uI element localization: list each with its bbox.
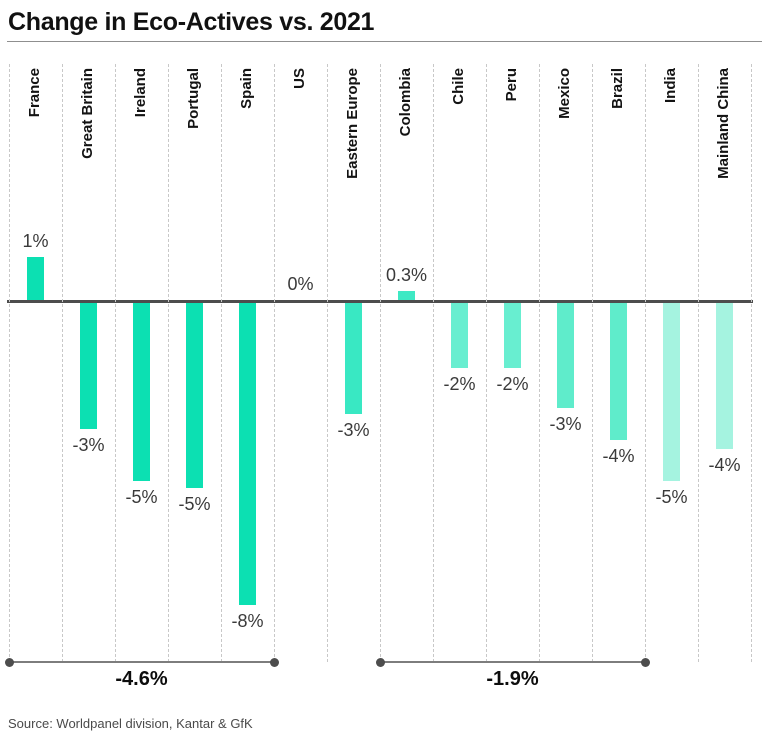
- group-average-label: -4.6%: [115, 668, 168, 690]
- bar: [716, 303, 733, 449]
- category-label: Eastern Europe: [343, 68, 361, 179]
- bar-value-label: -3%: [337, 420, 370, 440]
- bar-value-label: -2%: [443, 374, 476, 394]
- bar-value-label: -4%: [602, 446, 635, 466]
- bar: [239, 303, 256, 605]
- bar: [504, 303, 521, 368]
- gridline: [645, 64, 646, 662]
- group-bracket-dot: [4, 657, 14, 667]
- gridline: [274, 64, 275, 662]
- group-bracket-dot: [640, 657, 650, 667]
- category-label: Brazil: [608, 68, 626, 109]
- title-divider: [7, 41, 762, 42]
- bar-value-label: -8%: [231, 611, 264, 631]
- bar-value-label: -4%: [708, 455, 741, 475]
- gridline: [486, 64, 487, 662]
- bar-value-label: -5%: [655, 487, 688, 507]
- category-label: India: [661, 68, 679, 104]
- category-label: Colombia: [396, 68, 414, 137]
- gridline: [751, 64, 752, 662]
- group-average-label: -1.9%: [486, 668, 539, 690]
- group-bracket-dot: [269, 657, 279, 667]
- category-label: Peru: [502, 68, 520, 102]
- bar: [398, 291, 415, 300]
- bar: [663, 303, 680, 481]
- bar-value-label: -5%: [125, 487, 158, 507]
- category-label: US: [290, 68, 308, 89]
- gridline: [221, 64, 222, 662]
- bar-value-label: 0.3%: [385, 265, 428, 285]
- gridline: [698, 64, 699, 662]
- source-note: Source: Worldpanel division, Kantar & Gf…: [8, 716, 253, 731]
- bar-value-label: -3%: [549, 414, 582, 434]
- bar: [80, 303, 97, 429]
- category-label: France: [25, 68, 43, 118]
- category-label: Ireland: [131, 68, 149, 118]
- bar-value-label: -5%: [178, 494, 211, 514]
- bar: [133, 303, 150, 481]
- gridline: [592, 64, 593, 662]
- bar-value-label: -2%: [496, 374, 529, 394]
- bar-value-label: -3%: [72, 435, 105, 455]
- group-bracket-line: [380, 661, 645, 663]
- gridline: [433, 64, 434, 662]
- category-label: Great Britain: [78, 68, 96, 159]
- bar: [27, 257, 44, 300]
- bar: [610, 303, 627, 440]
- bar-value-label: 1%: [22, 231, 49, 251]
- bar: [345, 303, 362, 414]
- gridline: [380, 64, 381, 662]
- gridline: [115, 64, 116, 662]
- bar-value-label: 0%: [287, 274, 314, 294]
- category-label: Mainland China: [714, 68, 732, 179]
- category-label: Portugal: [184, 68, 202, 129]
- gridline: [62, 64, 63, 662]
- gridline: [168, 64, 169, 662]
- gridline: [539, 64, 540, 662]
- gridline: [327, 64, 328, 662]
- bar: [557, 303, 574, 408]
- category-label: Chile: [449, 68, 467, 105]
- bar: [451, 303, 468, 368]
- group-bracket-dot: [375, 657, 385, 667]
- bar: [186, 303, 203, 488]
- category-label: Mexico: [555, 68, 573, 119]
- chart-title: Change in Eco-Actives vs. 2021: [8, 8, 375, 36]
- category-label: Spain: [237, 68, 255, 109]
- group-bracket-line: [9, 661, 274, 663]
- gridline: [9, 64, 10, 662]
